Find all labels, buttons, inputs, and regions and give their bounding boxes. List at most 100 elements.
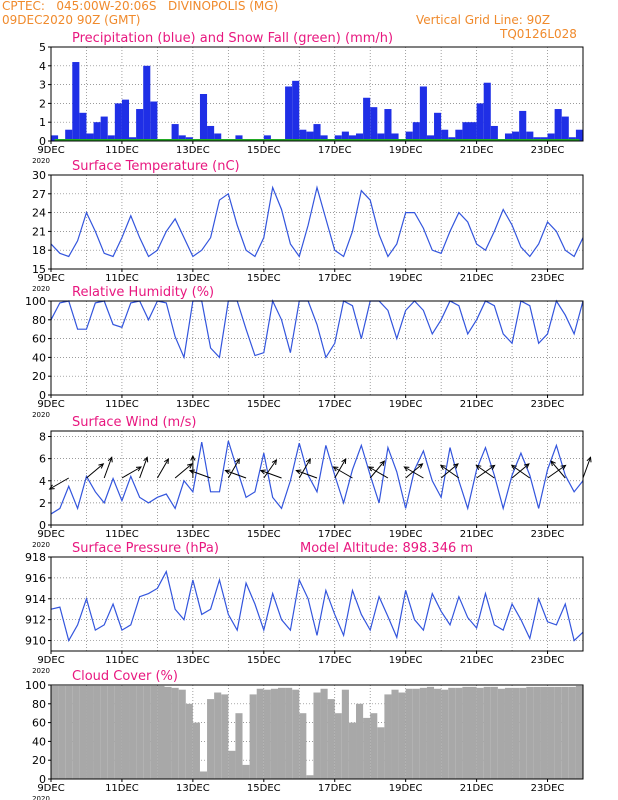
cloud-bar — [327, 699, 335, 779]
wind-arrow-shaft — [405, 463, 423, 479]
cloud-bar — [235, 713, 243, 779]
cloud-bar — [58, 685, 66, 779]
x-tick-label: 21DEC — [460, 655, 494, 666]
precip-bar — [561, 116, 569, 141]
wind-arrow-head — [295, 469, 302, 475]
x-tick-label: 13DEC — [176, 529, 210, 540]
cloud-bar — [363, 717, 371, 779]
cloud-bar — [228, 750, 236, 779]
wind-arrow — [367, 466, 389, 479]
x-tick-label: 23DEC — [531, 145, 565, 156]
cloud-bar — [568, 686, 576, 779]
panel-1: 0 1 2 3 4 5 9DEC 11DEC 13DEC 15DEC 17DEC 19DEC 21DEC… — [32, 31, 584, 165]
precip-bar — [51, 135, 59, 141]
precip-bar — [370, 107, 378, 141]
wind-arrow — [547, 464, 567, 479]
precip-bar — [526, 131, 534, 141]
wind-arrow — [156, 457, 169, 479]
wind-arrow-shaft — [227, 458, 240, 479]
cloud-bar — [277, 687, 286, 779]
cloud-bar — [575, 685, 583, 779]
precip-bar — [178, 135, 186, 141]
wind-arrow — [439, 464, 460, 479]
x-tick-label: 21DEC — [460, 529, 494, 540]
cloud-bar — [129, 685, 137, 779]
x-tick-label: 19DEC — [389, 655, 423, 666]
wind-arrow — [259, 469, 282, 479]
wind-arrow-shaft — [368, 466, 389, 479]
y-tick-label: 21 — [32, 225, 46, 238]
wind-arrow-shaft — [334, 458, 347, 479]
wind-arrow — [369, 460, 386, 479]
y-tick-label: 18 — [32, 244, 46, 257]
precip-bar — [348, 135, 357, 141]
cloud-bar — [65, 685, 73, 779]
precip-bar — [207, 125, 215, 141]
x-year-label: 2020 — [32, 795, 50, 800]
wind-arrow — [295, 469, 318, 479]
series-line — [50, 569, 584, 643]
precip-bar — [171, 124, 179, 141]
y-tick-label: 0 — [39, 773, 46, 786]
precip-bar — [263, 135, 271, 141]
precip-bar — [469, 122, 477, 141]
header-model-id: TQ0126L028 — [500, 27, 577, 41]
cloud-bar — [270, 688, 278, 779]
cloud-bar — [79, 685, 87, 779]
cloud-bar — [504, 687, 513, 779]
wind-arrow — [188, 469, 211, 479]
wind-arrow-head — [224, 469, 231, 475]
x-tick-label: 9DEC — [37, 399, 64, 410]
y-tick-label: 2 — [39, 497, 46, 510]
cloud-bar — [526, 686, 534, 779]
cloud-bar — [519, 687, 527, 779]
wind-arrow — [403, 466, 424, 479]
cloud-bar — [398, 692, 406, 779]
wind-arrow-shaft — [189, 470, 211, 479]
x-tick-label: 9DEC — [37, 655, 64, 666]
precip-bar — [86, 133, 94, 141]
x-tick-label: 23DEC — [531, 783, 565, 794]
wind-arrow-head — [379, 460, 386, 467]
y-tick-label: 3 — [39, 79, 46, 92]
cloud-bar — [348, 722, 357, 779]
panel-title: Precipitation (blue) and Snow Fall (gree… — [72, 31, 393, 46]
precip-bar — [363, 97, 371, 141]
wind-arrow-shaft — [156, 458, 169, 479]
wind-arrow-head — [271, 459, 278, 465]
cloud-bar — [547, 686, 555, 779]
wind-arrow-head — [135, 466, 142, 472]
cloud-bar — [207, 699, 215, 779]
wind-arrow-head — [188, 469, 195, 475]
x-tick-label: 9DEC — [37, 529, 64, 540]
y-tick-label: 100 — [25, 679, 46, 692]
wind-arrow-shaft — [476, 464, 495, 479]
cloud-bar — [554, 686, 562, 779]
panel-frame — [50, 430, 584, 526]
y-tick-label: 0 — [39, 389, 46, 402]
x-tick-label: 13DEC — [176, 273, 210, 284]
x-tick-label: 17DEC — [318, 529, 352, 540]
precip-bar — [490, 125, 498, 141]
y-tick-label: 40 — [32, 351, 46, 364]
precip-bar — [476, 103, 484, 141]
wind-arrow — [227, 457, 240, 479]
panel-6: 0 20 40 60 80 100 9DEC 11DEC 13DEC 15DEC 17DEC 19DE… — [25, 669, 584, 800]
header-grid-note: Vertical Grid Line: 90Z — [416, 13, 551, 27]
wind-arrow-head — [510, 464, 517, 470]
precip-bar — [306, 131, 314, 141]
precip-bar — [547, 133, 555, 141]
x-tick-label: 15DEC — [247, 655, 281, 666]
wind-arrow-head — [489, 464, 496, 470]
cloud-bar — [292, 689, 300, 779]
cloud-bar — [512, 687, 520, 779]
y-tick-label: 4 — [39, 60, 46, 73]
cloud-bar — [221, 694, 229, 779]
wind-arrow-shaft — [263, 459, 277, 479]
precip-bar — [72, 62, 80, 141]
precip-bar — [483, 82, 491, 141]
cloud-bar — [561, 686, 569, 779]
precip-bar — [313, 124, 321, 141]
y-tick-label: 914 — [25, 593, 46, 606]
wind-arrow-head — [550, 460, 556, 467]
